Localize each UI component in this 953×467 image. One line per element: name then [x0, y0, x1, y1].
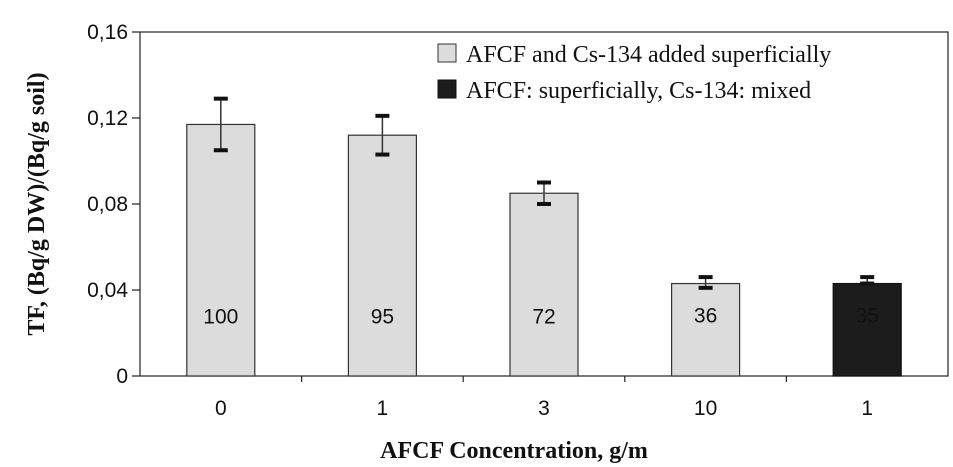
x-tick-label: 0 — [215, 397, 227, 420]
bar-value-label: 36 — [694, 304, 717, 327]
bar — [510, 193, 578, 376]
y-tick-label: 0,04 — [87, 279, 128, 302]
y-tick-label: 0 — [116, 365, 128, 388]
x-axis: 0 1 3 10 1 — [215, 376, 873, 420]
x-axis-title: AFCF Concentration, g/m — [380, 438, 648, 464]
x-tick-label: 3 — [538, 397, 550, 420]
bar-value-label: 95 — [371, 305, 394, 328]
y-axis: 0 0,04 0,08 0,12 0,16 — [87, 21, 140, 388]
legend-swatch-series-2 — [438, 80, 456, 98]
y-tick-label: 0,08 — [87, 193, 128, 216]
bar — [348, 135, 416, 376]
bar-value-label: 72 — [532, 305, 555, 328]
legend-swatch-series-1 — [438, 44, 456, 62]
y-tick-label: 0,16 — [87, 21, 128, 44]
x-tick-label: 1 — [377, 397, 389, 420]
legend-label-series-1: AFCF and Cs-134 added superficially — [466, 42, 831, 68]
legend-label-series-2: AFCF: superficially, Cs-134: mixed — [466, 78, 811, 104]
bar — [672, 284, 740, 376]
x-tick-label: 1 — [861, 397, 873, 420]
bar-value-label: 35 — [856, 304, 879, 327]
x-tick-label: 10 — [694, 397, 717, 420]
bar-value-label: 100 — [203, 305, 238, 328]
bar — [187, 124, 255, 376]
bar — [833, 284, 901, 376]
y-axis-title: TF, (Bq/g DW)/(Bq/g soil) — [24, 72, 50, 335]
y-tick-label: 0,12 — [87, 107, 128, 130]
